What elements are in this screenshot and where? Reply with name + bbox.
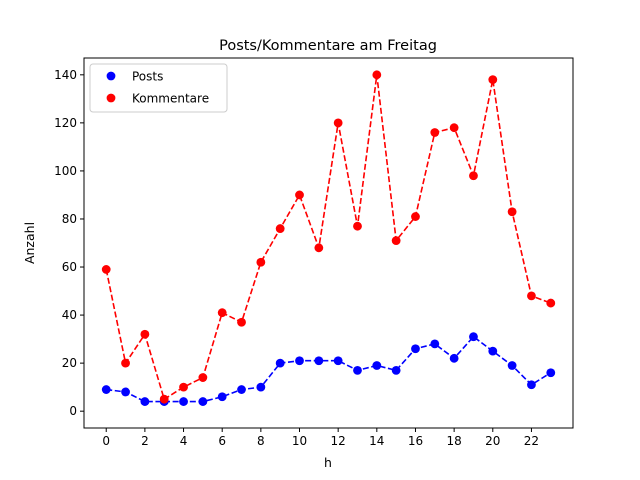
data-point-posts	[430, 339, 440, 349]
data-point-posts	[121, 387, 130, 397]
legend-box	[89, 63, 228, 113]
y-tick-label: 20	[62, 356, 77, 370]
data-point-posts	[391, 365, 401, 375]
data-point-posts	[256, 382, 266, 392]
x-tick-label: 12	[331, 434, 346, 448]
axes-frame	[83, 57, 574, 429]
data-point-kommentare	[333, 118, 343, 128]
y-tick-label: 140	[54, 68, 77, 82]
x-tick-label: 6	[218, 434, 226, 448]
y-tick-label: 0	[69, 404, 77, 418]
data-point-kommentare	[372, 70, 382, 80]
x-tick-label: 0	[102, 434, 110, 448]
data-point-posts	[488, 346, 498, 356]
x-tick-label: 14	[369, 434, 384, 448]
x-tick-label: 8	[257, 434, 265, 448]
plot-series	[101, 70, 556, 406]
y-axis: 0 20 40 60 80 100 120 140	[54, 68, 84, 418]
data-point-posts	[353, 365, 362, 375]
data-point-posts	[179, 397, 188, 406]
data-point-kommentare	[411, 212, 420, 221]
data-point-posts	[527, 380, 536, 390]
data-point-kommentare	[237, 317, 246, 327]
data-point-kommentare	[391, 236, 401, 245]
data-point-kommentare	[140, 329, 150, 339]
data-point-kommentare	[256, 257, 266, 267]
data-point-kommentare	[121, 358, 130, 368]
data-point-kommentare	[275, 224, 285, 233]
data-point-posts	[469, 332, 478, 342]
data-point-kommentare	[527, 291, 536, 301]
data-point-kommentare	[159, 394, 169, 404]
legend-marker-posts	[106, 71, 116, 81]
data-point-posts	[449, 353, 459, 363]
data-point-posts	[198, 397, 208, 406]
data-point-kommentare	[430, 128, 440, 137]
x-tick-label: 20	[485, 434, 500, 448]
y-tick-label: 60	[62, 260, 77, 274]
x-tick-label: 10	[292, 434, 307, 448]
data-point-kommentare	[546, 298, 556, 308]
y-tick-label: 120	[54, 116, 77, 130]
y-tick-label: 40	[62, 308, 77, 322]
data-point-kommentare	[295, 190, 304, 200]
data-point-kommentare	[488, 75, 498, 85]
data-point-posts	[546, 368, 556, 378]
data-point-kommentare	[449, 123, 459, 133]
data-point-posts	[295, 356, 304, 366]
y-tick-label: 80	[62, 212, 77, 226]
data-point-posts	[237, 385, 246, 394]
data-point-kommentare	[198, 373, 208, 382]
data-point-posts	[411, 344, 420, 354]
x-axis-label: h	[324, 455, 332, 470]
data-point-kommentare	[469, 171, 478, 181]
y-tick-label: 100	[54, 164, 77, 178]
x-tick-label: 22	[524, 434, 539, 448]
chart-title: Posts/Kommentare am Freitag	[219, 38, 437, 54]
data-point-kommentare	[179, 382, 188, 392]
x-axis: 0 2 4 6 8 10 12 14 16 18 20 22	[102, 428, 539, 448]
x-tick-label: 16	[408, 434, 423, 448]
data-point-posts	[217, 392, 227, 402]
y-axis-label: Anzahl	[22, 222, 37, 264]
data-point-kommentare	[353, 221, 362, 231]
x-tick-label: 18	[446, 434, 461, 448]
data-point-kommentare	[314, 243, 324, 253]
legend: Posts Kommentare	[89, 63, 228, 113]
data-point-kommentare	[507, 207, 517, 217]
data-point-posts	[507, 361, 517, 370]
x-tick-label: 4	[180, 434, 188, 448]
data-point-kommentare	[101, 265, 111, 274]
data-point-posts	[101, 385, 111, 394]
data-point-kommentare	[217, 308, 227, 318]
x-tick-label: 2	[141, 434, 149, 448]
legend-label-posts: Posts	[132, 70, 163, 84]
legend-marker-kommentare	[106, 93, 116, 103]
data-point-posts	[275, 358, 285, 368]
data-point-posts	[372, 361, 382, 370]
legend-label-kommentare: Kommentare	[132, 92, 209, 106]
data-point-posts	[314, 356, 324, 366]
data-point-posts	[333, 356, 343, 366]
data-point-posts	[140, 397, 150, 406]
